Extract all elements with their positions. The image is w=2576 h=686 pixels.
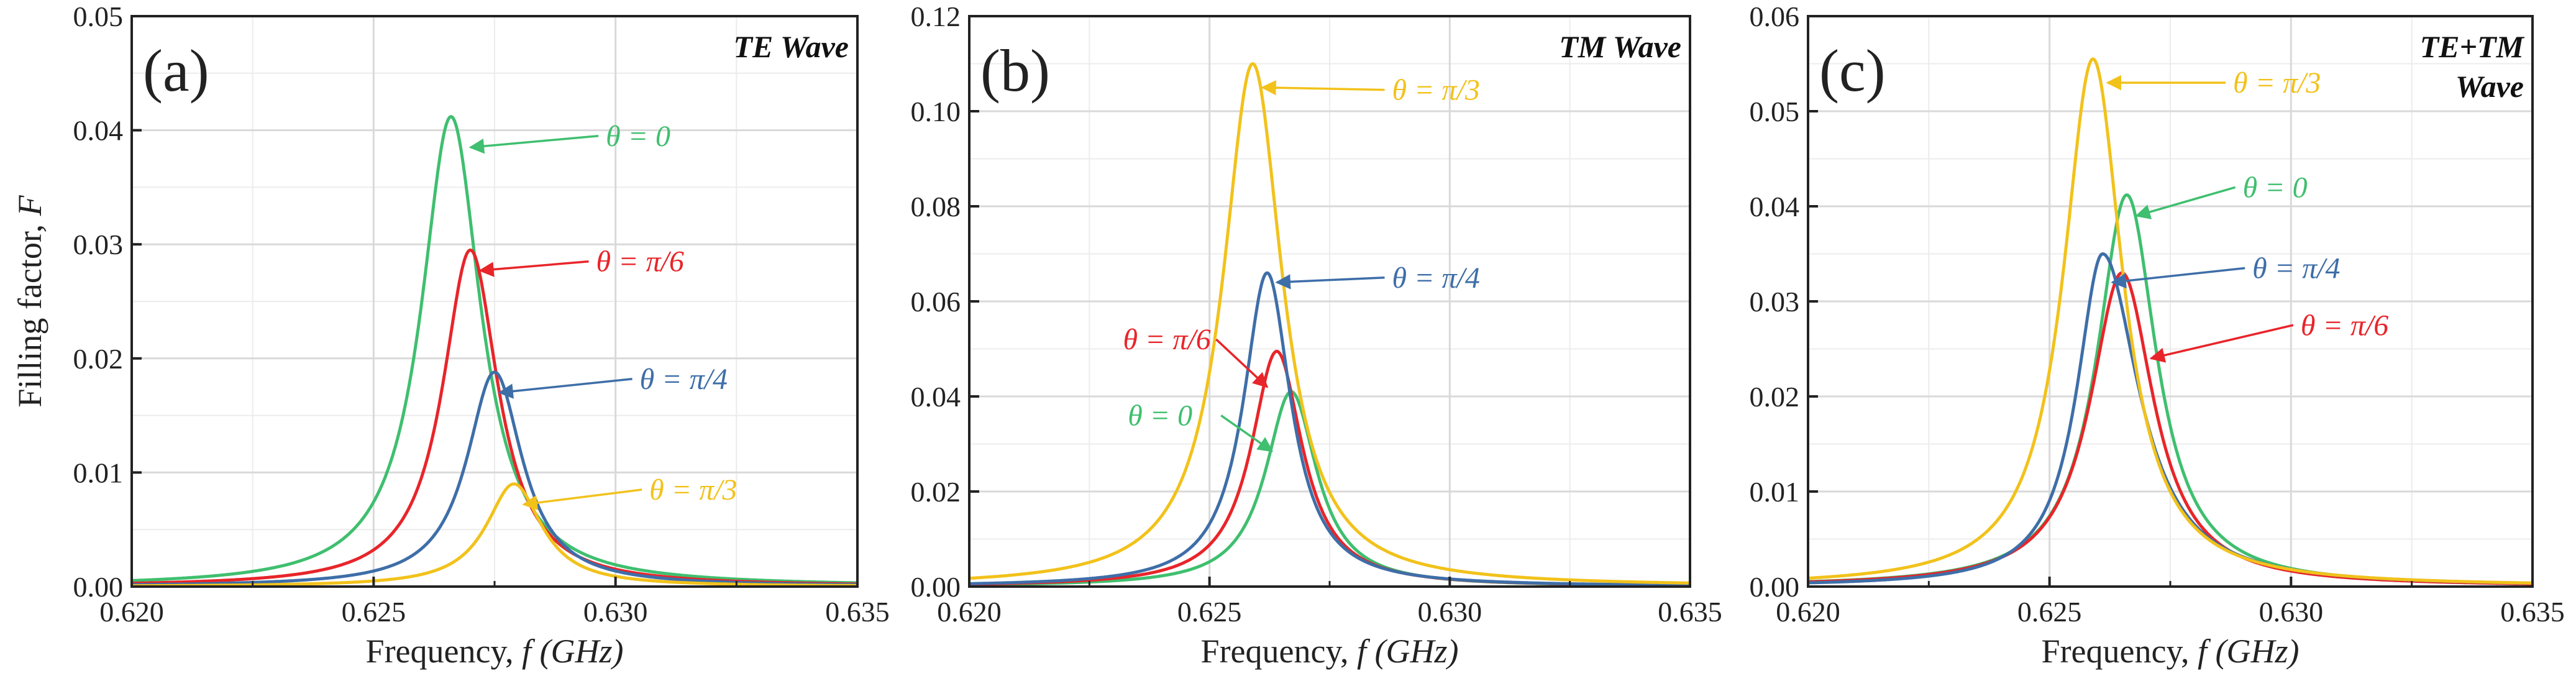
x-tick-label: 0.635 (1658, 596, 1722, 628)
minor-grid (132, 16, 857, 587)
y-tick-label: 0.10 (911, 96, 961, 127)
y-tick-label: 0.04 (1750, 191, 1800, 222)
x-tick-label: 0.635 (825, 596, 890, 628)
y-tick-label: 0.00 (73, 571, 124, 603)
wave-title: TM Wave (1559, 29, 1681, 64)
annotation-label-theta_pi6: θ = π/6 (596, 245, 684, 278)
y-tick-label: 0.12 (911, 1, 961, 32)
y-axis-label: Filling factor, F (11, 194, 48, 407)
y-tick-label: 0.00 (1750, 571, 1800, 603)
x-axis-label: Frequency, f (GHz) (366, 633, 624, 670)
x-tick-label: 0.635 (2500, 596, 2565, 628)
annotation-label-theta_pi3: θ = π/3 (649, 473, 737, 506)
x-tick-label: 0.625 (342, 596, 406, 628)
annotation-arrow-theta_0 (468, 135, 599, 154)
x-tick-label: 0.625 (2017, 596, 2082, 628)
wave-title: TE Wave (733, 29, 849, 64)
annotation-arrow-theta_0 (2135, 186, 2236, 219)
series-line-theta_pi3 (969, 62, 1691, 585)
x-tick-label: 0.625 (1177, 596, 1242, 628)
chart-panel-2: 0.620 0.625 0.630 0.635 0.00 0.02 0.04 0.06 0.08… (911, 1, 1722, 670)
y-tick-label: 0.08 (911, 191, 961, 222)
annotation-label-theta_pi6: θ = π/6 (2301, 309, 2388, 342)
annotation-label-theta_0: θ = 0 (606, 120, 670, 153)
x-axis-label: Frequency, f (GHz) (1201, 633, 1459, 670)
annotation-label-theta_0: θ = 0 (1128, 400, 1192, 432)
annotation-arrow-theta_pi3 (1261, 80, 1385, 96)
annotation-arrow-theta_pi6 (478, 260, 589, 277)
annotation-label-theta_pi6: θ = π/6 (1123, 323, 1210, 356)
y-tick-label: 0.02 (911, 476, 961, 508)
x-tick-label: 0.630 (583, 596, 648, 628)
annotation-label-theta_pi4: θ = π/4 (1392, 262, 1480, 295)
y-tick-label: 0.06 (1750, 1, 1800, 32)
x-tick-label: 0.620 (99, 596, 164, 628)
annotation-arrow-theta_pi4 (2111, 267, 2245, 289)
x-tick-label: 0.630 (1418, 596, 1482, 628)
annotation-label-theta_0: θ = 0 (2243, 171, 2308, 204)
y-tick-label: 0.04 (73, 115, 124, 147)
y-tick-label: 0.03 (1750, 286, 1800, 318)
annotation-arrow-theta_pi3 (522, 488, 642, 511)
annotation-arrow-theta_0 (1220, 414, 1274, 452)
wave-title: TE+TM (2420, 29, 2525, 64)
y-tick-label: 0.06 (911, 286, 961, 318)
series-line-theta_0 (131, 115, 858, 585)
wave-title: Wave (2455, 69, 2524, 104)
x-tick-label: 0.630 (2259, 596, 2324, 628)
y-tick-label: 0.02 (1750, 381, 1800, 413)
chart-panel-1: 0.620 0.625 0.630 0.635 0.00 0.01 0.02 0.03 0.04… (11, 1, 890, 670)
annotation-arrow-theta_pi6 (1215, 338, 1269, 388)
panel-tag: (c) (1819, 37, 1886, 104)
x-axis-label: Frequency, f (GHz) (2042, 633, 2300, 670)
y-tick-label: 0.02 (73, 343, 124, 375)
panel-tag: (b) (980, 37, 1050, 104)
y-tick-label: 0.05 (73, 1, 124, 32)
x-tick-label: 0.620 (937, 596, 1002, 628)
annotation-label-theta_pi3: θ = π/3 (2233, 66, 2321, 99)
annotation-arrow-theta_pi4 (498, 378, 633, 399)
annotation-arrow-theta_pi4 (1275, 274, 1385, 290)
y-tick-label: 0.03 (73, 229, 124, 260)
annotation-label-theta_pi3: θ = π/3 (1392, 74, 1480, 107)
annotation-arrow-theta_pi6 (2149, 324, 2294, 363)
y-tick-label: 0.01 (1750, 476, 1800, 508)
series-line-theta_pi3 (1807, 57, 2533, 585)
y-tick-label: 0.01 (73, 457, 124, 488)
x-tick-label: 0.620 (1776, 596, 1840, 628)
annotation-label-theta_pi4: θ = π/4 (640, 363, 728, 396)
panel-tag: (a) (143, 37, 209, 104)
annotation-label-theta_pi4: θ = π/4 (2252, 252, 2340, 285)
y-tick-label: 0.00 (911, 571, 961, 603)
chart-panel-3: 0.620 0.625 0.630 0.635 0.00 0.01 0.02 0.03 0.04… (1750, 1, 2565, 670)
y-tick-label: 0.04 (911, 381, 961, 413)
y-tick-label: 0.05 (1750, 96, 1800, 127)
